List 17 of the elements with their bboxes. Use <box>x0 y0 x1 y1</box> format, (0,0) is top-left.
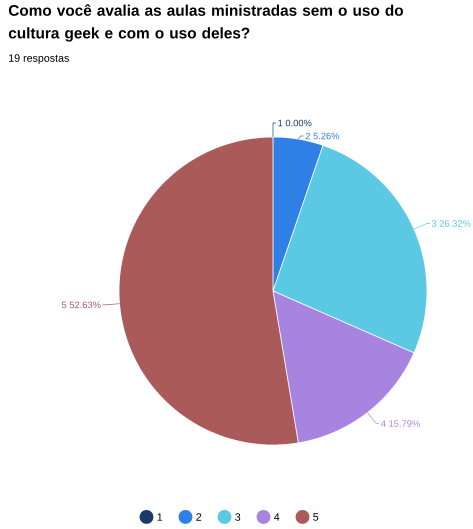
slice-label: 5 <box>62 302 66 308</box>
category-label: 1 <box>278 120 282 126</box>
legend-label: 4 <box>274 513 280 521</box>
data-label: 26.32% <box>440 220 471 227</box>
legend-label: 5 <box>313 513 318 521</box>
data-label: 5.26% <box>313 132 340 140</box>
slice-label: 3 <box>432 220 436 227</box>
data-label: 15.79% <box>389 420 420 427</box>
slice-label: 2 <box>306 132 310 140</box>
chart-subtitle: 19 respostas <box>9 54 69 64</box>
text: 0.00% <box>286 120 312 126</box>
legend-label: 2 <box>196 513 202 521</box>
legend-label: 1 <box>158 513 162 521</box>
slice-label: 4 <box>380 420 386 427</box>
legend-label: 3 <box>235 513 240 521</box>
data-label: 52.63% <box>70 302 101 308</box>
chart-title: Como você avalia as aulas ministradas sem o uso do cultura geek e com o uso deles? <box>8 4 404 42</box>
